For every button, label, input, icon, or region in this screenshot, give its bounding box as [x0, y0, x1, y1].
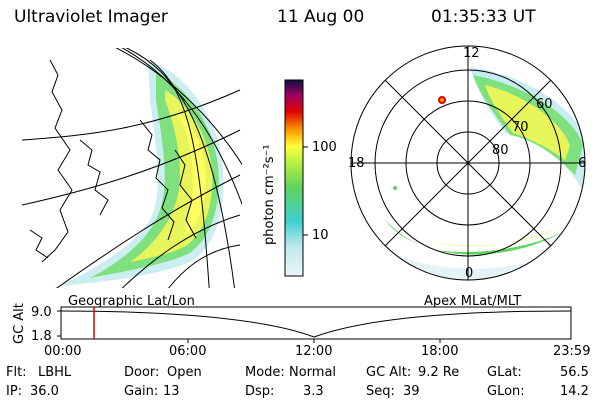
colorbar: [284, 79, 308, 277]
gain-value: 13: [163, 384, 180, 399]
lat-circle: [125, 48, 235, 288]
gcalt-value: 9.2 Re: [418, 365, 460, 380]
lat-circle: [115, 48, 242, 166]
flt-label: Flt:: [6, 365, 27, 380]
colorbar-tick-10: 10: [312, 228, 329, 243]
mlt-label-12: 12: [463, 46, 480, 61]
lat-label-60: 60: [536, 97, 553, 112]
ip-label: IP:: [6, 384, 23, 399]
lat-circle: [149, 59, 210, 288]
dsp-label: Dsp:: [245, 384, 275, 399]
xtick-18: 18:00: [421, 344, 459, 359]
polar-plot: [350, 45, 586, 281]
seq-label: Seq:: [366, 384, 395, 399]
xtick-2359: 23:59: [553, 344, 591, 359]
flt-value: LBHL: [38, 365, 72, 380]
colorbar-tick-100: 100: [312, 140, 337, 155]
lon-line: [22, 129, 241, 206]
lon-line: [121, 214, 241, 288]
mlt-label-0: 0: [465, 266, 474, 281]
mlt-label-18: 18: [348, 156, 365, 171]
coastline: [139, 119, 175, 241]
lon-line: [56, 174, 241, 288]
altitude-ytick-9: 9.0: [31, 305, 52, 320]
dsp-value: 3.3: [303, 384, 324, 399]
glat-value: 56.5: [560, 365, 589, 380]
glon-label: GLon:: [487, 384, 525, 399]
date-label: 11 Aug 00: [277, 7, 365, 27]
coastline: [174, 149, 197, 239]
altitude-ylabel: GC Alt: [12, 303, 27, 344]
gcalt-label: GC Alt:: [366, 365, 412, 380]
mlt-label-6: 6: [578, 156, 587, 171]
lon-line: [168, 244, 241, 288]
door-label: Door:: [124, 365, 160, 380]
seq-value: 39: [403, 384, 420, 399]
coastline: [79, 139, 109, 216]
altitude-ytick-1-8: 1.8: [31, 329, 52, 344]
xtick-00: 00:00: [44, 344, 82, 359]
mode-label: Mode:: [245, 365, 285, 380]
lat-label-70: 70: [512, 120, 529, 135]
glat-label: GLat:: [487, 365, 522, 380]
instrument-title: Ultraviolet Imager: [14, 7, 168, 27]
left-panel-label: Geographic Lat/Lon: [68, 294, 195, 309]
coastline: [41, 59, 73, 263]
xtick-12: 12:00: [295, 344, 333, 359]
right-panel-label: Apex MLat/MLT: [424, 294, 522, 309]
lat-circle: [121, 48, 242, 206]
colorbar-label: photon cm⁻²s⁻¹: [262, 144, 277, 245]
door-value: Open: [167, 365, 202, 380]
coastline: [29, 229, 49, 259]
ip-value: 36.0: [30, 384, 59, 399]
xtick-06: 06:00: [169, 344, 207, 359]
glon-value: 14.2: [560, 384, 589, 399]
gain-label: Gain:: [124, 384, 159, 399]
lat-label-80: 80: [492, 143, 509, 158]
altitude-track-plot: [57, 306, 572, 343]
time-label: 01:35:33 UT: [431, 7, 536, 27]
mode-value: Normal: [289, 365, 337, 380]
altitude-curve: [60, 310, 572, 338]
lon-line: [22, 89, 241, 141]
